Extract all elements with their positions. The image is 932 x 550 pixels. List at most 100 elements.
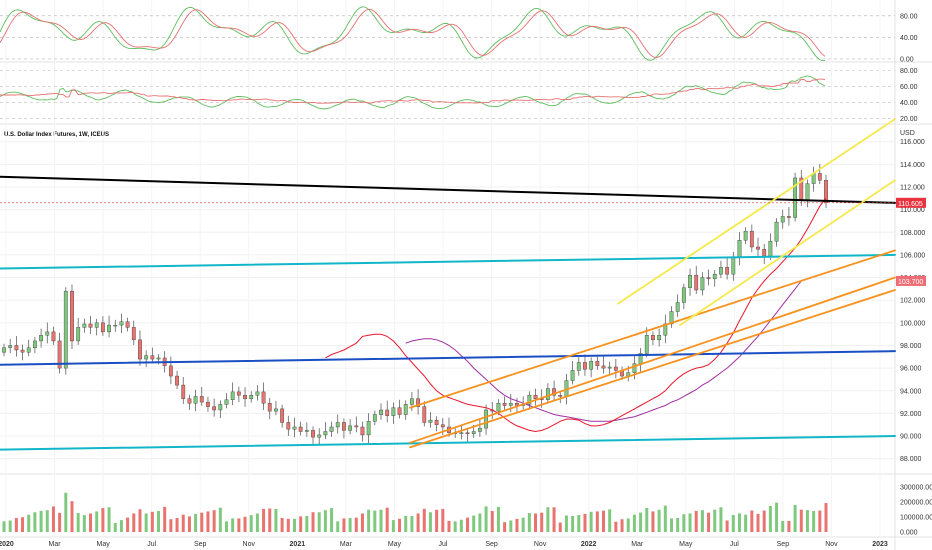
candle-body [20,349,25,353]
candle-body [304,430,309,432]
candle-body [422,406,427,423]
volume-bar [243,516,247,532]
volume-bar [515,518,519,532]
candle-body [737,240,742,258]
candle-body [8,345,13,348]
price-tick-label: 92.000 [900,411,922,418]
trendline-blue-midline [0,350,896,366]
volume-bar [775,502,779,532]
volume-bar [812,510,816,532]
candle-body [243,395,247,399]
volume-bar [39,511,43,532]
candle-body [14,345,19,351]
stoch-tick-label: 40.00 [900,35,918,42]
trendline-orange-channel-top [409,249,896,409]
candle-body [70,290,74,342]
volume-bar [521,517,525,532]
price-tick-label: 96.000 [900,366,922,373]
volume-bar [89,513,93,532]
volume-bar [231,518,235,532]
volume-bar [645,508,649,532]
volume-bar [70,501,74,532]
candle-body [681,287,686,303]
volume-bar [175,517,179,532]
ema-price-label-bg [896,275,926,286]
candle-body [267,403,272,412]
volume-bar [224,521,228,532]
volume-bar [676,517,680,532]
volume-bar [58,512,62,532]
candle-body [150,355,155,360]
volume-tick-label: 100000.000 [900,515,932,522]
time-tick-label: May [679,541,693,548]
volume-bar [410,515,414,532]
volume-bar [404,515,408,532]
trendline-orange-channel-bottom [409,289,896,449]
candle-body [119,321,124,326]
volume-bar [169,519,173,532]
candle-body [533,395,538,399]
price-tick-label: 90.000 [900,434,922,441]
candle-body [292,426,297,430]
volume-bar [237,518,241,532]
volume-bar [707,512,711,532]
candle-body [694,275,699,291]
volume-bar [744,514,748,532]
volume-bar [181,514,185,532]
trendline-black-resistance [0,175,896,204]
volume-bar [385,507,389,532]
candle-body [88,323,93,328]
candle-body [372,414,377,422]
candle-body [570,370,575,381]
volume-bar [268,508,272,532]
candle-body [669,311,674,325]
candle-body [274,408,278,412]
candle-body [156,357,161,360]
volume-bar [669,518,673,532]
volume-bar [793,505,797,532]
candle-body [651,335,655,341]
trendline-cyan-lower [0,435,896,451]
candle-body [756,246,760,250]
candle-body [397,407,402,415]
current-price-label-bg [896,197,926,208]
volume-bar [626,518,630,532]
price-tick-label: 102.000 [900,298,925,305]
trendline-cyan-upper [0,253,896,270]
volume-bar [150,511,154,532]
candle-body [749,230,754,248]
candle-body [391,407,396,416]
trendline-yellow-channel-top [617,118,896,305]
candle-body [502,403,507,406]
volume-bar [620,519,624,532]
time-tick-label: 2021 [290,541,306,548]
stoch-k-line [0,6,826,62]
candle-body [496,403,501,412]
candle-body [39,335,43,342]
volume-bar [768,505,772,532]
current-price-label: 110.605 [898,201,923,208]
volume-bar [157,511,161,532]
volume-bar [490,511,494,532]
rsi-tick-label: 40.00 [900,100,918,107]
volume-bar [719,507,723,532]
time-tick-label: Sep [194,541,207,548]
time-tick-label: Nov [825,541,838,548]
price-tick-label: 112.000 [900,184,925,191]
candle-body [774,221,779,242]
candle-body [743,230,748,241]
ema-slow-line [405,280,802,422]
candle-body [82,323,87,328]
time-tick-label: 2022 [581,541,597,548]
candle-body [416,398,420,407]
candle-body [403,404,408,415]
candle-body [589,361,594,370]
time-tick-label: 2020 [0,541,14,548]
volume-bar [367,509,371,532]
candle-body [725,267,730,275]
volume-bar [360,513,364,532]
stoch-tick-label: 0.00 [900,56,914,63]
time-tick-label: Nov [243,541,256,548]
volume-bar [138,509,142,532]
